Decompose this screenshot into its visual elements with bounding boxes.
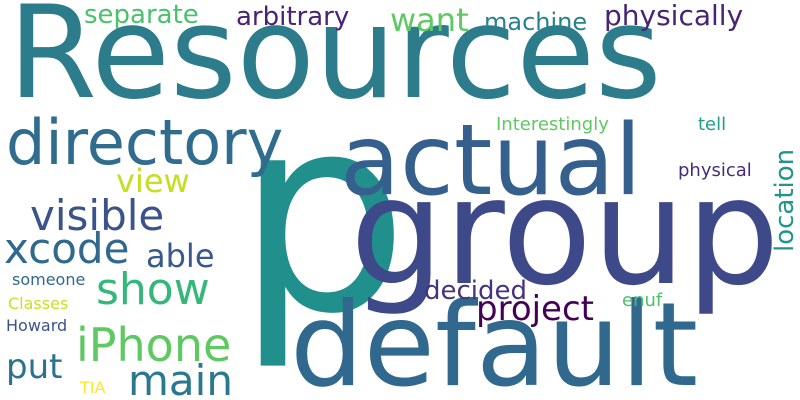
word-project: project [476, 289, 595, 329]
word-xcode: xcode [4, 224, 130, 273]
word-p: p [236, 58, 409, 374]
word-visible: visible [30, 191, 165, 240]
word-location: location [770, 148, 800, 252]
word-tell: tell [698, 114, 727, 135]
word-physical: physical [678, 160, 752, 181]
word-machine: machine [484, 8, 588, 36]
word-main: main [128, 356, 233, 400]
word-resources: Resources [8, 0, 662, 128]
word-put: put [6, 347, 63, 387]
word-decided: decided [424, 276, 528, 306]
word-show: show [96, 264, 210, 315]
word-iphone: iPhone [76, 318, 232, 372]
word-separate: separate [84, 0, 199, 30]
word-able: able [146, 237, 215, 275]
word-want: want [390, 1, 469, 39]
word-tia: TIA [80, 378, 106, 397]
word-interestingly: Interestingly [496, 114, 609, 135]
word-howard: Howard [6, 316, 68, 335]
word-default: default [290, 278, 699, 400]
word-actual: actual [340, 104, 642, 218]
word-arbitrary: arbitrary [236, 2, 350, 32]
word-someone: someone [12, 270, 86, 289]
word-view: view [116, 162, 190, 200]
word-directory: directory [6, 106, 284, 179]
word-enuf: enuf [622, 290, 663, 311]
word-physically: physically [604, 0, 744, 32]
word-group: group [350, 146, 780, 318]
word-classes: Classes [8, 294, 69, 313]
